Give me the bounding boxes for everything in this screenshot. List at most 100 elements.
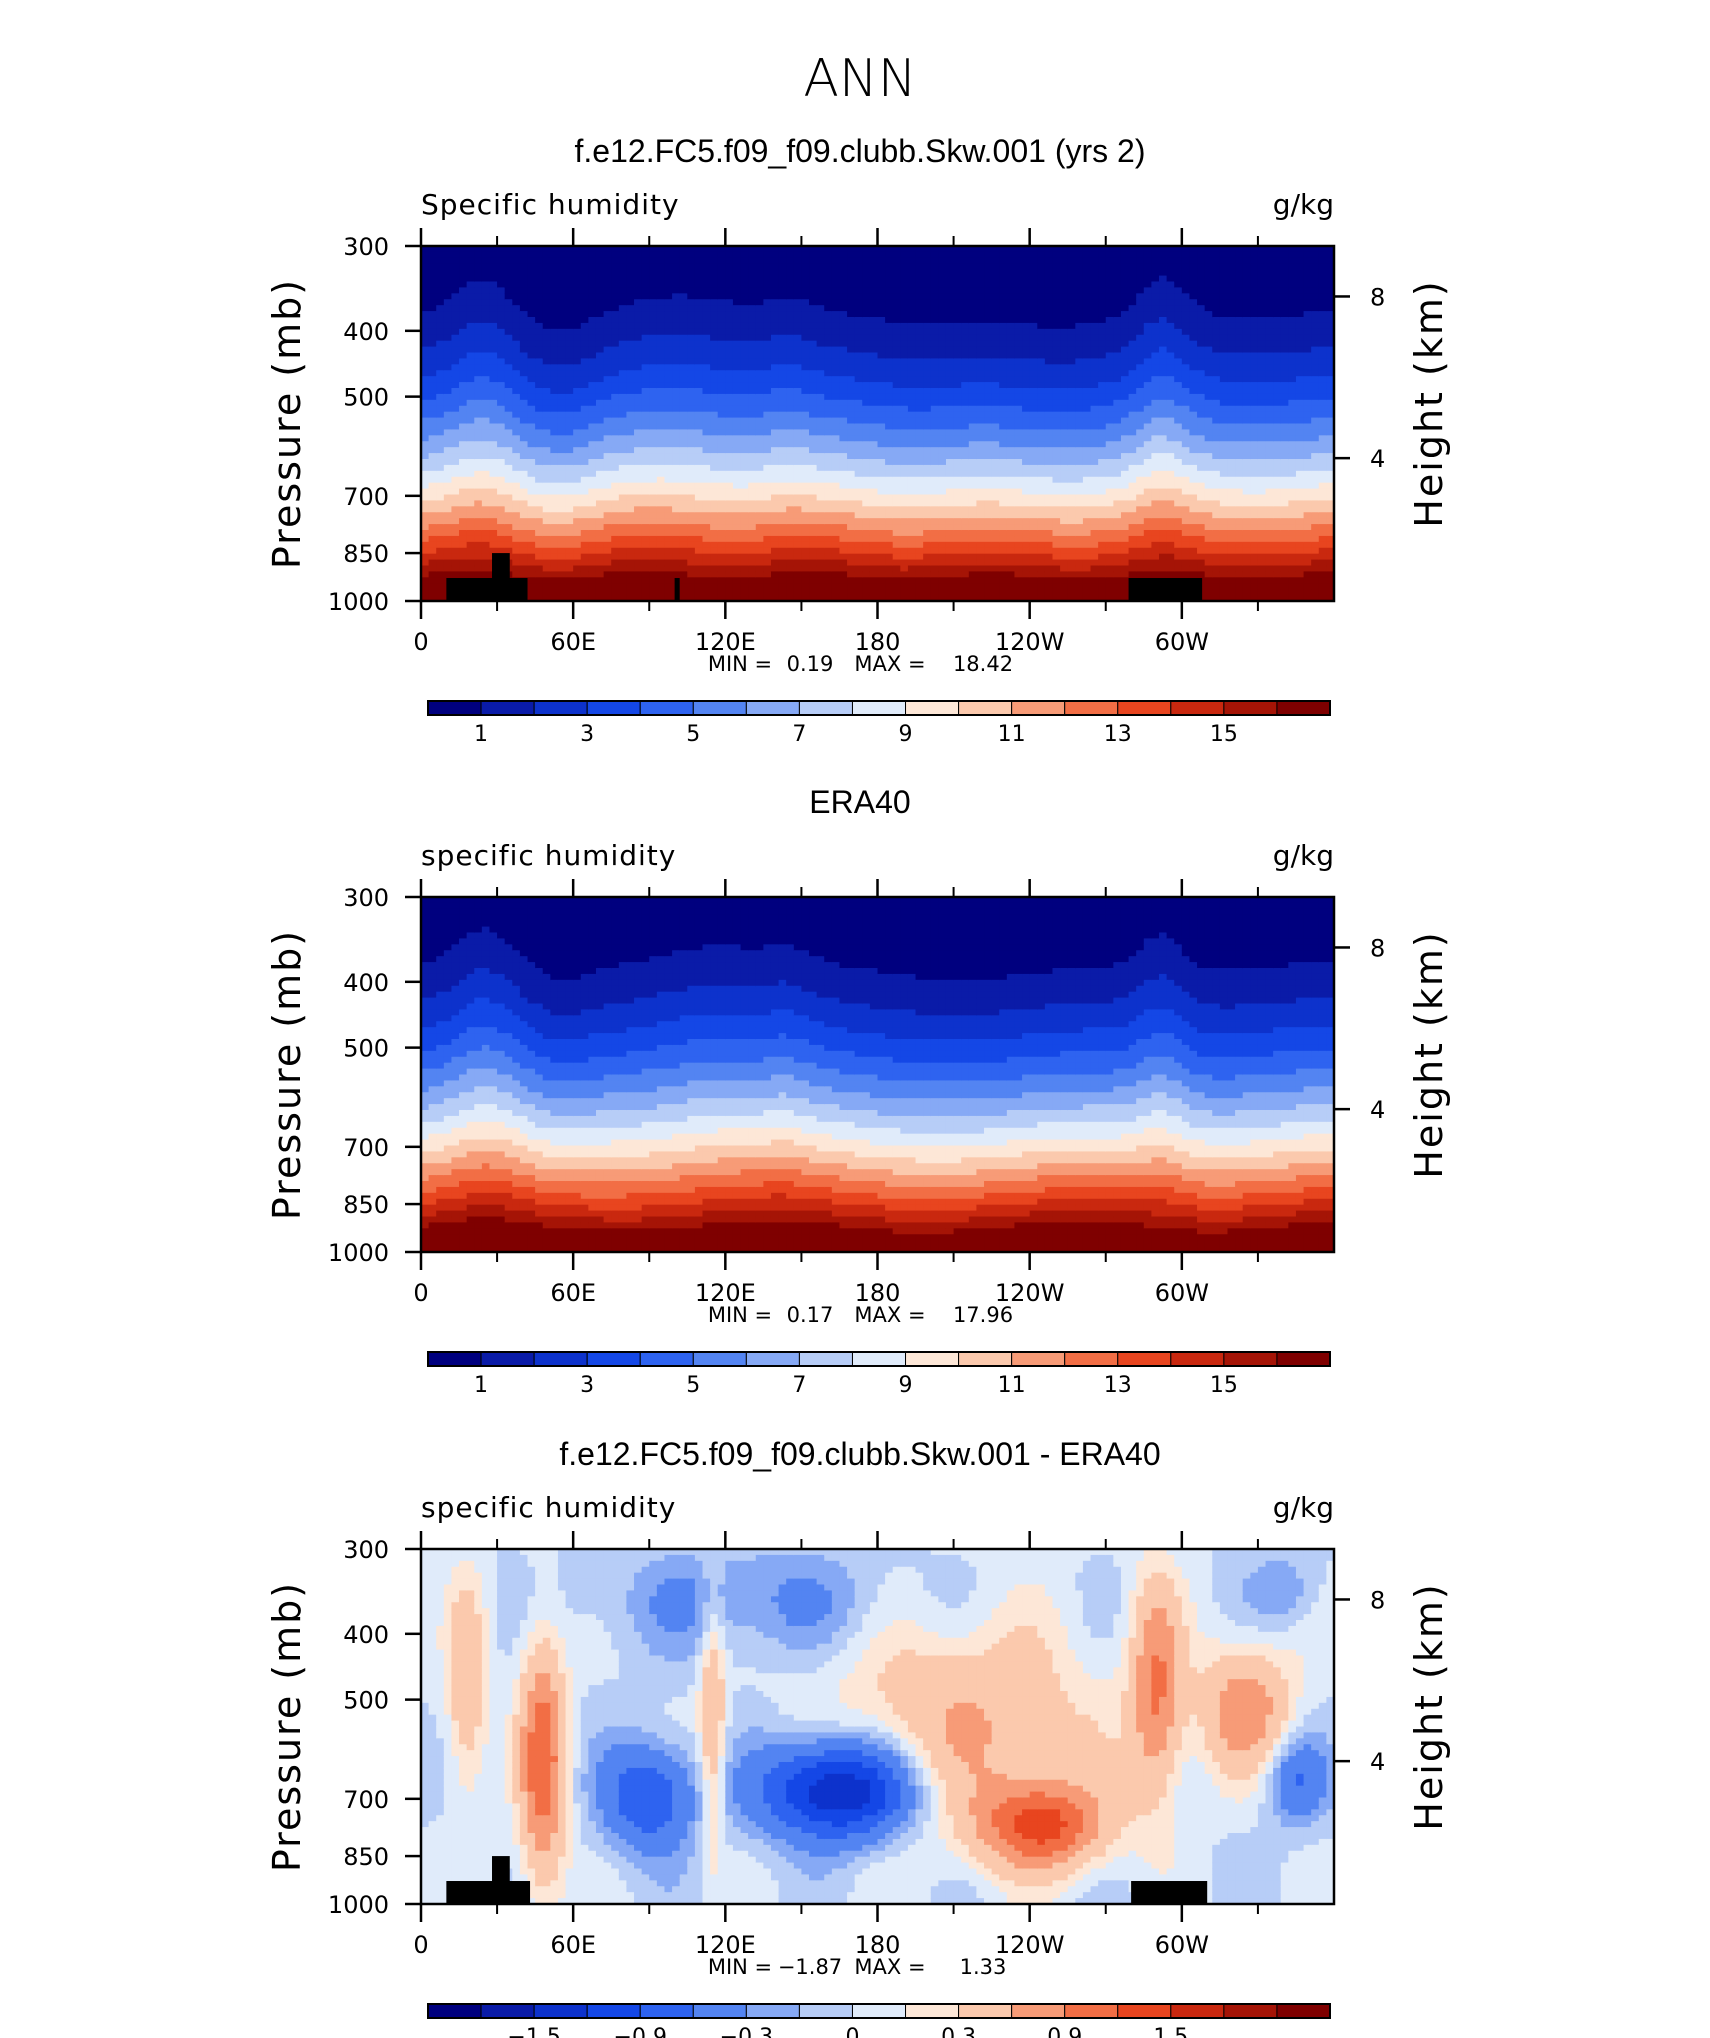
contour-cell: [778, 453, 787, 460]
contour-cell: [474, 524, 483, 531]
contour-cell: [999, 470, 1008, 478]
contour-cell: [443, 411, 453, 419]
contour-cell: [847, 257, 856, 265]
contour-cell: [999, 311, 1008, 318]
contour-cell: [436, 405, 445, 413]
contour-cell: [885, 553, 894, 561]
contour-cell: [618, 305, 628, 312]
contour-cell: [991, 287, 1000, 294]
contour-cell: [915, 447, 924, 454]
contour-cell: [1006, 388, 1016, 395]
contour-cell: [542, 577, 551, 584]
contour-cell: [656, 299, 666, 306]
contour-cell: [679, 459, 688, 466]
contour-cell: [580, 246, 589, 253]
contour-cell: [512, 246, 521, 253]
contour-cell: [512, 358, 521, 365]
contour-cell: [999, 257, 1008, 265]
contour-cell: [1029, 595, 1038, 601]
contour-cell: [968, 423, 978, 431]
contour-cell: [1022, 423, 1031, 431]
contour-cell: [824, 429, 833, 436]
contour-cell: [557, 299, 567, 306]
contour-cell: [984, 287, 993, 294]
contour-cell: [588, 251, 597, 259]
contour-cell: [519, 346, 529, 354]
contour-cell: [626, 399, 635, 407]
contour-cell: [595, 352, 605, 360]
contour-cell: [679, 376, 688, 383]
contour-cell: [565, 494, 574, 502]
contour-cell: [961, 459, 970, 466]
contour-cell: [595, 589, 605, 596]
contour-cell: [656, 571, 666, 578]
contour-cell: [938, 512, 947, 519]
contour-cell: [717, 346, 726, 354]
contour-cell: [831, 518, 841, 525]
contour-cell: [436, 541, 445, 549]
contour-cell: [786, 382, 795, 389]
contour-cell: [945, 393, 955, 401]
contour-cell: [451, 269, 460, 277]
contour-cell: [809, 311, 818, 318]
contour-cell: [831, 470, 841, 478]
contour-cell: [717, 257, 726, 265]
contour-cell: [991, 589, 1000, 596]
contour-cell: [984, 506, 993, 513]
contour-cell: [732, 423, 742, 431]
contour-cell: [786, 417, 795, 425]
contour-cell: [421, 541, 430, 549]
contour-cell: [451, 328, 460, 336]
contour-cell: [436, 441, 445, 448]
contour-cell: [634, 524, 643, 531]
contour-cell: [588, 417, 597, 425]
contour-cell: [961, 589, 970, 596]
contour-cell: [923, 494, 932, 502]
contour-cell: [945, 423, 955, 431]
contour-cell: [725, 476, 734, 484]
contour-cell: [649, 500, 658, 507]
contour-cell: [763, 334, 772, 342]
contour-cell: [512, 541, 521, 549]
contour-cell: [1022, 269, 1031, 277]
contour-cell: [641, 287, 650, 294]
contour-cell: [1022, 263, 1031, 271]
contour-cell: [519, 317, 529, 324]
contour-cell: [535, 376, 544, 383]
contour-cell: [550, 524, 559, 531]
contour-cell: [611, 405, 620, 413]
contour-cell: [421, 257, 430, 265]
contour-cell: [1006, 547, 1016, 555]
contour-cell: [907, 382, 917, 389]
contour-cell: [953, 358, 962, 365]
contour-cell: [991, 583, 1000, 590]
contour-cell: [809, 275, 818, 283]
contour-cell: [664, 464, 673, 472]
contour-cell: [497, 482, 506, 490]
contour-cell: [672, 334, 681, 342]
contour-cell: [854, 553, 863, 561]
contour-cell: [885, 488, 894, 496]
contour-cell: [869, 411, 879, 419]
contour-cell: [755, 459, 764, 466]
contour-cell: [710, 322, 719, 330]
contour-cell: [443, 530, 453, 537]
contour-cell: [634, 269, 643, 277]
contour-cell: [1029, 376, 1038, 383]
contour-cell: [847, 370, 856, 377]
contour-cell: [641, 358, 650, 365]
contour-cell: [603, 518, 612, 525]
contour-cell: [1022, 470, 1031, 478]
contour-cell: [732, 470, 742, 478]
contour-cell: [641, 370, 650, 377]
contour-cell: [428, 287, 437, 294]
contour-cell: [1022, 488, 1031, 496]
contour-cell: [497, 305, 506, 312]
contour-cell: [847, 476, 856, 484]
contour-cell: [504, 435, 513, 442]
contour-cell: [664, 317, 673, 324]
contour-cell: [740, 251, 749, 259]
contour-cell: [793, 293, 803, 300]
contour-cell: [770, 464, 780, 472]
contour-cell: [512, 453, 521, 460]
